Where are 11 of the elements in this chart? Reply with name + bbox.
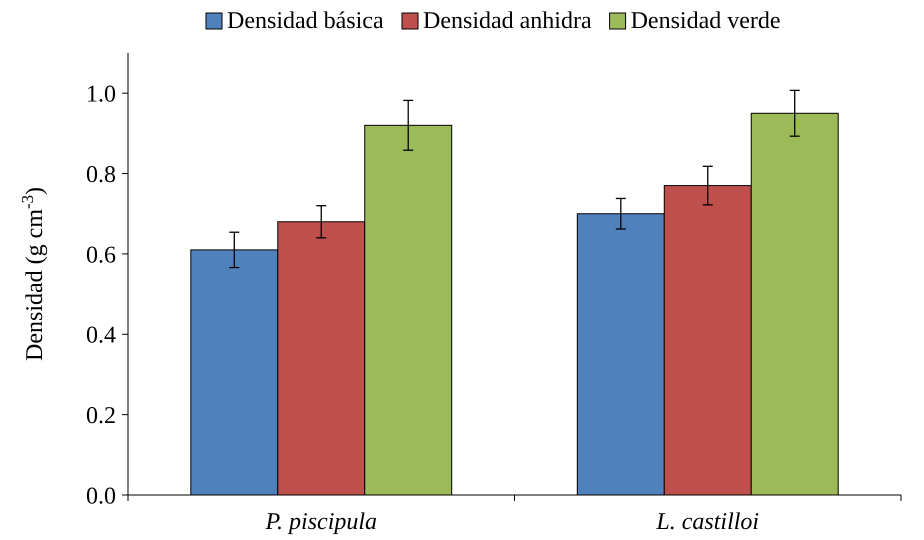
y-tick-label: 0.6 — [86, 242, 116, 268]
y-tick-label: 0.2 — [86, 403, 116, 430]
legend-label: Densidad básica — [227, 8, 384, 34]
y-tick-label: 0.4 — [86, 322, 116, 349]
x-tick-label: P. piscipula — [264, 509, 378, 535]
y-tick-label: 1.0 — [86, 82, 116, 108]
y-tick-label: 0.8 — [86, 162, 116, 188]
y-tick-label: 0.0 — [86, 483, 116, 510]
legend-label: Densidad anhidra — [423, 8, 592, 34]
legend-label: Densidad verde — [630, 8, 781, 34]
x-tick-label: L. castilloi — [655, 509, 760, 535]
